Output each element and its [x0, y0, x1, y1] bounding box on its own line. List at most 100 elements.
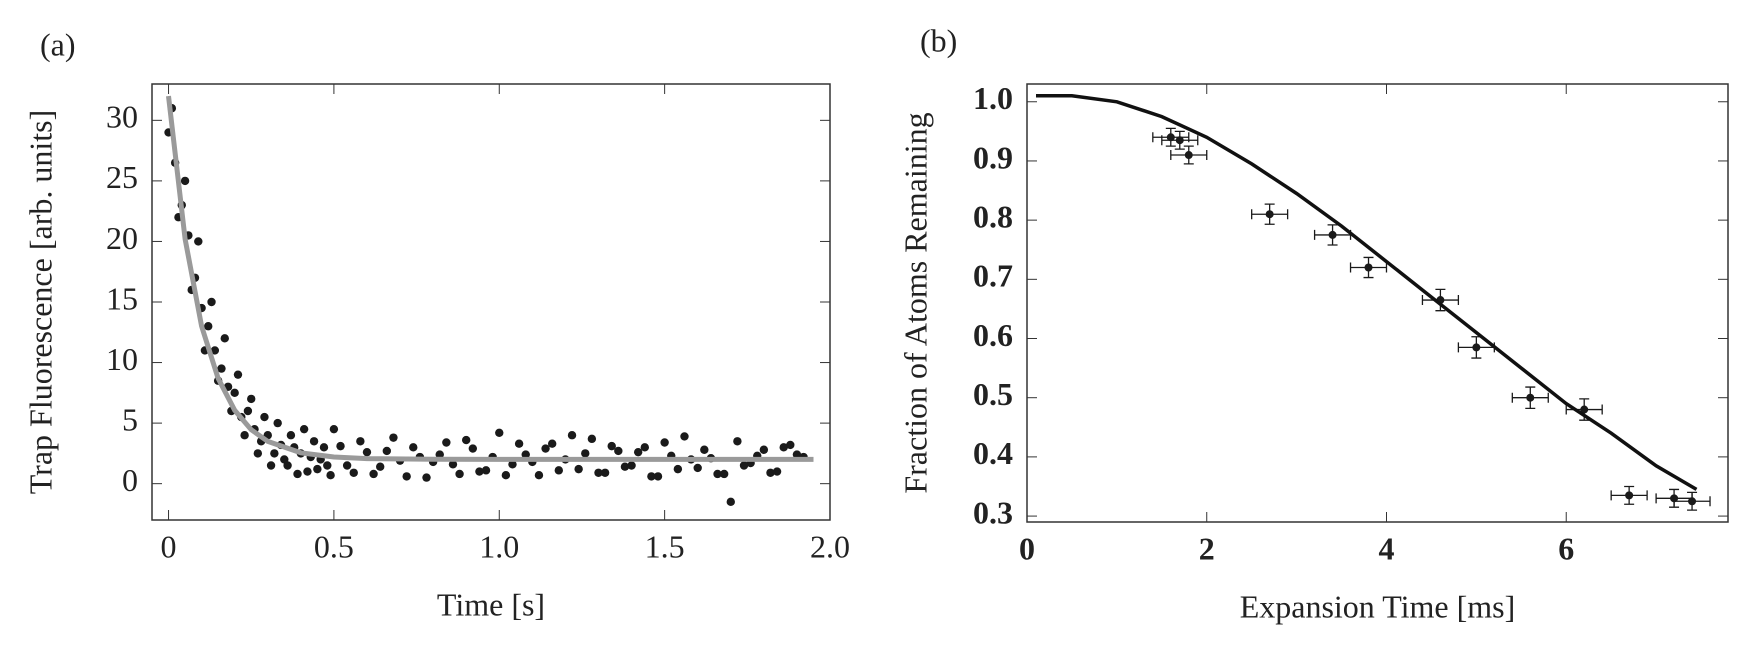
y-tick-label: 15	[106, 280, 138, 316]
data-point	[260, 412, 269, 422]
data-point	[376, 462, 385, 471]
data-point	[693, 463, 702, 473]
y-axis-label: Fraction of Atoms Remaining	[897, 112, 933, 493]
y-axis-label: Trap Fluorescence [arb. units]	[22, 110, 58, 495]
data-point	[326, 470, 335, 480]
y-tick-label: 0.5	[973, 376, 1013, 412]
data-point	[627, 461, 636, 470]
data-point	[362, 447, 372, 457]
y-tick-label: 0.8	[973, 198, 1013, 234]
data-point	[280, 455, 289, 464]
y-tick-label: 0.9	[973, 139, 1013, 175]
panel: (a) 0 0.5 1.0 1.5 2.0 0 5 10 15 20 25 30 Time [s] Trap…	[22, 26, 850, 622]
data-point	[574, 464, 583, 474]
data-point	[1625, 491, 1634, 500]
data-point	[680, 432, 689, 441]
data-point	[299, 424, 309, 434]
data-point	[607, 441, 616, 451]
data-point	[673, 464, 683, 474]
data-point	[266, 461, 276, 470]
y-tick-label: 1.0	[973, 80, 1013, 116]
data-point	[194, 237, 203, 246]
y-tick-label: 0.3	[973, 494, 1013, 530]
data-point	[534, 470, 544, 480]
data-point	[620, 462, 630, 471]
data-point	[402, 472, 411, 481]
x-tick-label: 0	[1019, 530, 1035, 566]
data-point	[521, 450, 530, 459]
data-point	[455, 469, 464, 479]
x-tick-label: 6	[1558, 530, 1574, 566]
data-point	[329, 424, 339, 434]
data-point	[614, 446, 623, 456]
data-point	[587, 434, 597, 444]
data-point	[217, 364, 226, 373]
data-point	[253, 449, 263, 458]
data-point	[647, 472, 656, 481]
data-point	[336, 441, 345, 451]
data-point	[554, 466, 563, 475]
y-tick-label: 10	[106, 341, 138, 377]
data-point	[210, 346, 220, 355]
data-point	[600, 468, 610, 477]
data-point	[719, 469, 729, 479]
data-point	[247, 394, 256, 404]
data-point	[319, 443, 329, 452]
data-point	[409, 443, 418, 452]
data-point	[286, 431, 296, 440]
panel: (b) 0 2 4 6 0.3 0.4 0.5 0.6 0.7 0.8 0.9 1.0 Expansion…	[897, 22, 1729, 624]
data-point	[323, 461, 332, 470]
data-point	[435, 450, 444, 459]
data-point	[273, 418, 282, 428]
x-tick-label: 0.5	[314, 528, 354, 564]
data-point	[1265, 210, 1274, 219]
data-point	[779, 443, 788, 452]
data-point	[349, 468, 358, 477]
fit-curve	[1036, 94, 1698, 491]
y-tick-label: 0	[122, 462, 138, 498]
x-tick-label: 2.0	[810, 528, 850, 564]
data-point	[759, 445, 769, 454]
data-point	[700, 445, 709, 454]
data-point	[220, 334, 229, 343]
data-point	[389, 433, 398, 442]
data-point	[567, 431, 577, 440]
panel-label: (b)	[920, 22, 957, 58]
data-point	[207, 297, 216, 307]
x-tick-label: 4	[1378, 530, 1394, 566]
plot-frame	[1026, 83, 1729, 523]
y-tick-label: 20	[106, 220, 138, 256]
data-point	[495, 428, 504, 437]
data-point	[233, 370, 243, 379]
data-point	[1184, 151, 1193, 160]
data-point	[442, 438, 451, 447]
data-point	[739, 461, 749, 470]
data-point	[204, 322, 213, 331]
data-point	[448, 460, 458, 469]
data-point	[792, 450, 802, 459]
data-point	[240, 431, 249, 440]
data-point	[660, 438, 669, 447]
data-point	[1526, 393, 1535, 402]
data-point	[514, 439, 524, 448]
data-point	[1688, 497, 1697, 506]
data-point	[1580, 405, 1589, 414]
data-point	[733, 437, 742, 446]
data-point	[356, 437, 365, 446]
data-point	[501, 470, 511, 480]
data-point	[594, 468, 603, 477]
data-point	[230, 388, 239, 398]
fit-curve	[166, 95, 814, 462]
data-point	[243, 406, 253, 416]
data-point	[293, 469, 302, 479]
data-point	[180, 176, 190, 186]
data-point	[461, 435, 471, 445]
data-point	[342, 461, 352, 470]
data-point	[1364, 263, 1373, 272]
x-axis-label: Expansion Time [ms]	[1240, 588, 1516, 624]
y-tick-label: 30	[106, 99, 138, 135]
data-point	[422, 473, 431, 482]
data-point	[1166, 133, 1175, 142]
data-point	[766, 468, 775, 477]
